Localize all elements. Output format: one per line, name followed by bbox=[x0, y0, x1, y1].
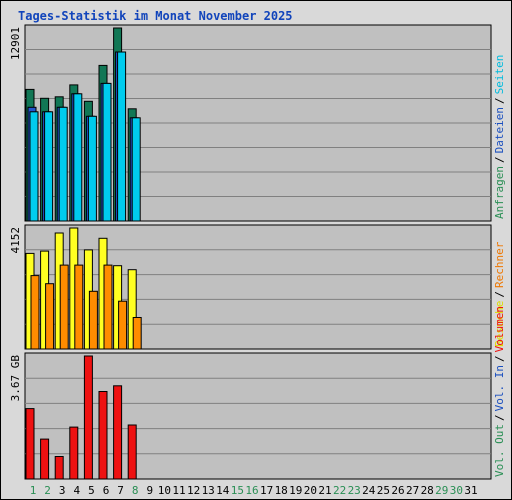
panel-volume: 3.67 GB bbox=[9, 352, 492, 480]
x-tick-label-day-2: 2 bbox=[44, 484, 51, 497]
x-tick-label-day-31: 31 bbox=[464, 484, 477, 497]
bar-volumen-day-6 bbox=[98, 391, 108, 480]
bar-seiten-day-2 bbox=[44, 111, 54, 222]
bar-rechner-day-8 bbox=[132, 317, 142, 350]
panel-background bbox=[24, 352, 492, 480]
legend-entry: / bbox=[493, 355, 506, 362]
x-tick-label-day-20: 20 bbox=[304, 484, 317, 497]
x-tick-label-day-1: 1 bbox=[30, 484, 37, 497]
x-tick-label-day-6: 6 bbox=[103, 484, 110, 497]
bar-volumen-day-5 bbox=[83, 355, 93, 480]
legend-entry: Vol. Out bbox=[493, 424, 506, 477]
bar-volumen-day-2 bbox=[40, 438, 50, 480]
x-tick-label-day-9: 9 bbox=[146, 484, 153, 497]
bar-seiten-day-3 bbox=[58, 106, 68, 222]
bar-seiten-day-4 bbox=[73, 93, 83, 222]
legend-requests: Anfragen / Dateien / Seiten bbox=[493, 55, 506, 219]
x-tick-label-day-10: 10 bbox=[158, 484, 171, 497]
legend-volume: Vol. Out / Vol. In / Volumen bbox=[493, 306, 506, 477]
bar-seiten-day-1 bbox=[29, 111, 39, 222]
bar-rechner-day-6 bbox=[103, 264, 113, 350]
legend-entry: Vol. In bbox=[493, 365, 506, 411]
x-tick-label-day-4: 4 bbox=[73, 484, 80, 497]
bar-rechner-day-2 bbox=[45, 283, 55, 350]
bar-rechner-day-7 bbox=[118, 300, 128, 350]
bar-besuche-day-8 bbox=[127, 269, 137, 350]
x-tick-label-day-26: 26 bbox=[391, 484, 404, 497]
bar-rechner-day-3 bbox=[59, 264, 69, 350]
chart-title: Tages-Statistik im Monat November 2025 bbox=[18, 9, 293, 23]
x-tick-label-day-23: 23 bbox=[348, 484, 361, 497]
bar-volumen-day-7 bbox=[113, 385, 123, 480]
x-tick-label-day-18: 18 bbox=[275, 484, 288, 497]
x-tick-label-day-12: 12 bbox=[187, 484, 200, 497]
x-tick-label-day-17: 17 bbox=[260, 484, 273, 497]
x-tick-label-day-5: 5 bbox=[88, 484, 95, 497]
legend-entry: Seiten bbox=[493, 55, 506, 95]
panel-max-label: 3.67 GB bbox=[9, 355, 22, 402]
x-tick-label-day-27: 27 bbox=[406, 484, 419, 497]
bar-volumen-day-8 bbox=[127, 424, 137, 480]
panel-visits: 4152 bbox=[9, 224, 492, 350]
bar-rechner-day-4 bbox=[74, 264, 84, 350]
x-tick-label-day-16: 16 bbox=[245, 484, 258, 497]
legend-entry: / bbox=[493, 97, 506, 104]
x-tick-label-day-14: 14 bbox=[216, 484, 230, 497]
bar-seiten-day-8 bbox=[131, 117, 141, 222]
legend-entry: / bbox=[493, 414, 506, 421]
legend-entry: Besuche bbox=[493, 301, 506, 347]
bar-rechner-day-1 bbox=[30, 275, 40, 350]
bar-volumen-day-4 bbox=[69, 426, 79, 480]
panel-max-label: 12901 bbox=[9, 27, 22, 60]
bar-rechner-day-5 bbox=[88, 290, 98, 350]
x-tick-label-day-21: 21 bbox=[318, 484, 331, 497]
bar-volumen-day-1 bbox=[25, 408, 35, 480]
bar-seiten-day-7 bbox=[117, 51, 127, 222]
panel-max-label: 4152 bbox=[9, 227, 22, 254]
x-tick-label-day-28: 28 bbox=[421, 484, 434, 497]
x-tick-label-day-7: 7 bbox=[117, 484, 124, 497]
legend-visits: Besuche / Rechner bbox=[493, 241, 506, 347]
legend-entry: / bbox=[493, 156, 506, 163]
bar-volumen-day-3 bbox=[54, 456, 64, 480]
x-tick-label-day-3: 3 bbox=[59, 484, 66, 497]
legend-entry: Rechner bbox=[493, 241, 506, 288]
bar-seiten-day-6 bbox=[102, 82, 112, 222]
x-tick-label-day-30: 30 bbox=[450, 484, 463, 497]
legend-entry: Anfragen bbox=[493, 166, 506, 219]
x-tick-label-day-13: 13 bbox=[202, 484, 215, 497]
x-tick-label-day-22: 22 bbox=[333, 484, 346, 497]
legend-entry: Dateien bbox=[493, 107, 506, 153]
legend-entry: Volumen bbox=[493, 306, 506, 352]
x-tick-label-day-8: 8 bbox=[132, 484, 139, 497]
x-tick-label-day-11: 11 bbox=[172, 484, 185, 497]
x-tick-label-day-24: 24 bbox=[362, 484, 376, 497]
x-tick-label-day-25: 25 bbox=[377, 484, 390, 497]
x-tick-label-day-29: 29 bbox=[435, 484, 448, 497]
legend-entry: / bbox=[493, 291, 506, 298]
bar-seiten-day-5 bbox=[87, 115, 97, 222]
panel-requests: 12901 bbox=[9, 24, 492, 222]
x-tick-label-day-15: 15 bbox=[231, 484, 244, 497]
x-tick-label-day-19: 19 bbox=[289, 484, 302, 497]
